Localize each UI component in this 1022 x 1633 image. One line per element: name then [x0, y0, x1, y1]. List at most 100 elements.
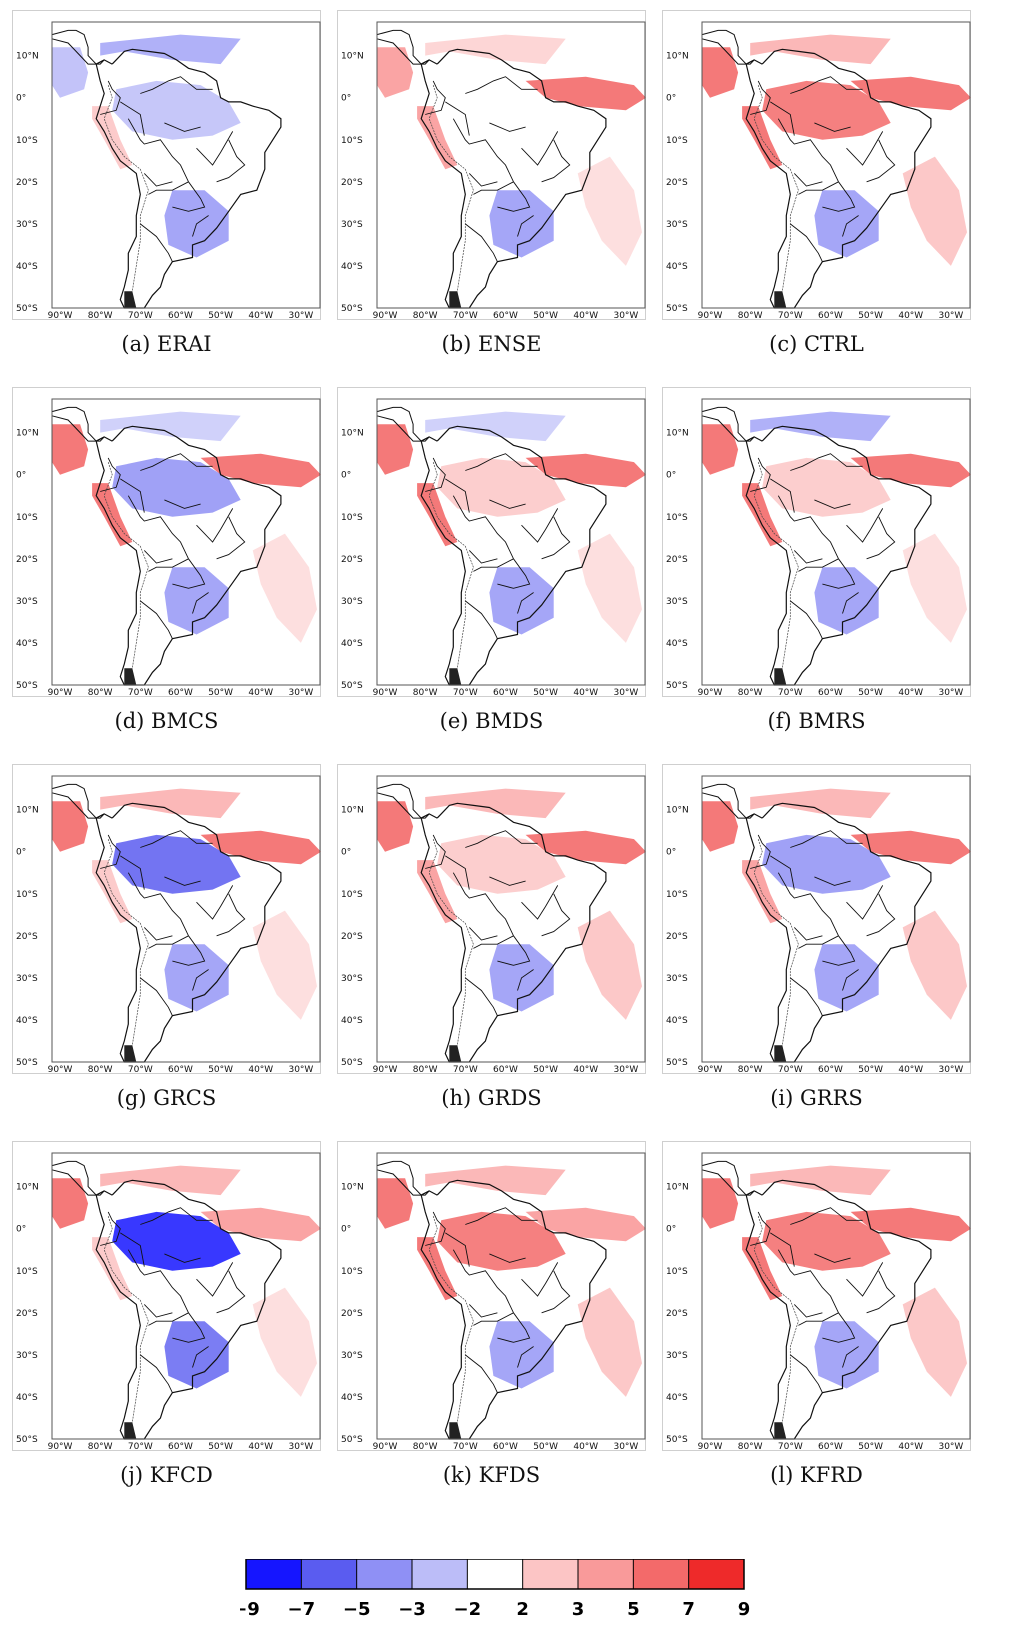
- lon-tick-label: 70°W: [128, 1065, 153, 1074]
- lat-tick-label: 30°S: [16, 1351, 38, 1361]
- lon-tick-label: 80°W: [738, 688, 763, 697]
- lat-tick-label: 10°S: [16, 1267, 38, 1277]
- coastline: [745, 48, 932, 309]
- map-panel-k: 10°N 0° 10°S 20°S 30°S 40°S 50°S 90°W 80°W 70°W 60…: [337, 1141, 646, 1501]
- colorbar-svg: −9 −7 −5 −3 −2 2 3 5 7 9: [232, 1558, 750, 1620]
- map-panel-f: 10°N 0° 10°S 20°S 30°S 40°S 50°S 90°W 80°W 70°W 60…: [662, 387, 971, 747]
- country-border: [100, 834, 121, 869]
- country-border: [777, 495, 839, 559]
- patagonia-terrain: [124, 1422, 137, 1439]
- lat-tick-label: 10°S: [666, 513, 688, 523]
- lon-tick-label: 90°W: [698, 1442, 723, 1451]
- lon-tick-label: 60°W: [168, 311, 193, 320]
- patagonia-terrain: [124, 291, 137, 308]
- lon-tick-label: 90°W: [373, 1442, 398, 1451]
- country-border: [473, 558, 514, 572]
- map-svg: 10°N 0° 10°S 20°S 30°S 40°S 50°S 90°W 80°W 70°W 60…: [341, 775, 646, 1074]
- lon-tick-label: 40°W: [573, 1442, 598, 1451]
- lon-tick-label: 40°W: [248, 688, 273, 697]
- coastline: [95, 425, 282, 686]
- country-border: [866, 1270, 896, 1314]
- country-border: [148, 558, 189, 572]
- plot-frame: [701, 21, 971, 309]
- country-border: [140, 977, 173, 1016]
- lat-tick-label: 40°S: [666, 1393, 688, 1403]
- panel-caption: (i) GRRS: [770, 1086, 863, 1110]
- country-border: [172, 935, 206, 966]
- lon-tick-label: 30°W: [613, 1442, 638, 1451]
- country-border: [790, 1207, 863, 1225]
- andes-contour: [753, 461, 799, 686]
- anomaly-amazon: [762, 80, 891, 140]
- country-border: [192, 1346, 209, 1368]
- lat-tick-label: 10°N: [341, 1183, 364, 1193]
- lat-tick-label: 10°N: [666, 429, 689, 439]
- plot-frame: [376, 775, 646, 1063]
- anomaly-itcz: [850, 76, 971, 111]
- lat-tick-label: 40°S: [666, 639, 688, 649]
- lon-tick-label: 60°W: [168, 1065, 193, 1074]
- lon-tick-label: 30°W: [613, 1065, 638, 1074]
- colorbar-segment: [356, 1559, 413, 1589]
- country-border: [777, 118, 839, 182]
- lat-tick-label: 40°S: [16, 1016, 38, 1026]
- lon-tick-label: 70°W: [778, 1065, 803, 1074]
- country-border: [473, 1312, 514, 1326]
- lat-tick-label: 30°S: [666, 1351, 688, 1361]
- country-border: [452, 872, 514, 936]
- country-border: [473, 181, 514, 195]
- country-border: [192, 969, 209, 991]
- anomaly-ne-pacific: [702, 47, 739, 98]
- lat-tick-label: 0°: [16, 471, 26, 481]
- anomaly-south-atl: [577, 156, 642, 266]
- anomaly-amazon: [112, 834, 241, 894]
- patagonia-terrain: [449, 291, 462, 308]
- anomaly-south-atl: [252, 910, 317, 1020]
- colorbar-tick-label: 3: [572, 1599, 585, 1620]
- country-border: [120, 478, 145, 513]
- lon-tick-label: 80°W: [413, 1065, 438, 1074]
- country-border: [100, 1211, 121, 1246]
- lon-tick-label: 50°W: [858, 311, 883, 320]
- map-svg: 10°N 0° 10°S 20°S 30°S 40°S 50°S 90°W 80°W 70°W 60…: [666, 398, 971, 697]
- map-panel-d: 10°N 0° 10°S 20°S 30°S 40°S 50°S 90°W 80°W 70°W 60…: [12, 387, 321, 747]
- anomaly-n-tropics: [100, 34, 241, 65]
- andes-contour: [753, 838, 799, 1063]
- country-border: [452, 1249, 514, 1313]
- lat-tick-label: 30°S: [341, 974, 363, 984]
- patagonia-terrain: [774, 1045, 787, 1062]
- anomaly-n-tropics: [750, 788, 891, 819]
- plot-frame: [51, 398, 321, 686]
- panel-caption: (b) ENSE: [441, 332, 542, 356]
- colorbar-segment: [578, 1559, 634, 1589]
- lat-tick-label: 10°N: [666, 806, 689, 816]
- lat-tick-label: 40°S: [16, 262, 38, 272]
- country-border: [120, 855, 145, 890]
- lat-tick-label: 10°N: [341, 806, 364, 816]
- lat-tick-label: 10°S: [341, 890, 363, 900]
- lon-tick-label: 80°W: [88, 688, 113, 697]
- country-border: [793, 927, 823, 941]
- anomaly-south-atl: [902, 1287, 967, 1397]
- map-svg: 10°N 0° 10°S 20°S 30°S 40°S 50°S 90°W 80°W 70°W 60…: [341, 21, 646, 320]
- anomaly-ne-pacific: [52, 1178, 89, 1229]
- anomaly-amazon: [762, 834, 891, 894]
- map-panel-l: 10°N 0° 10°S 20°S 30°S 40°S 50°S 90°W 80°W 70°W 60…: [662, 1141, 971, 1501]
- lat-tick-label: 30°S: [341, 597, 363, 607]
- anomaly-itcz: [525, 1207, 646, 1242]
- country-border: [216, 139, 246, 183]
- central-america-coast: [51, 29, 105, 65]
- anomaly-south-atl: [577, 1287, 642, 1397]
- map-svg: 10°N 0° 10°S 20°S 30°S 40°S 50°S 90°W 80°W 70°W 60…: [666, 21, 971, 320]
- panel-caption: (c) CTRL: [769, 332, 864, 356]
- lon-tick-label: 70°W: [778, 688, 803, 697]
- colorbar-tick-label: −2: [454, 1599, 482, 1620]
- colorbar-segment: [246, 1559, 302, 1589]
- lat-tick-label: 20°S: [341, 932, 363, 942]
- country-border: [452, 118, 514, 182]
- lat-tick-label: 10°S: [16, 890, 38, 900]
- lon-tick-label: 50°W: [533, 1065, 558, 1074]
- lat-tick-label: 40°S: [666, 262, 688, 272]
- lon-tick-label: 50°W: [533, 311, 558, 320]
- map-panel-j: 10°N 0° 10°S 20°S 30°S 40°S 50°S 90°W 80°W 70°W 60…: [12, 1141, 321, 1501]
